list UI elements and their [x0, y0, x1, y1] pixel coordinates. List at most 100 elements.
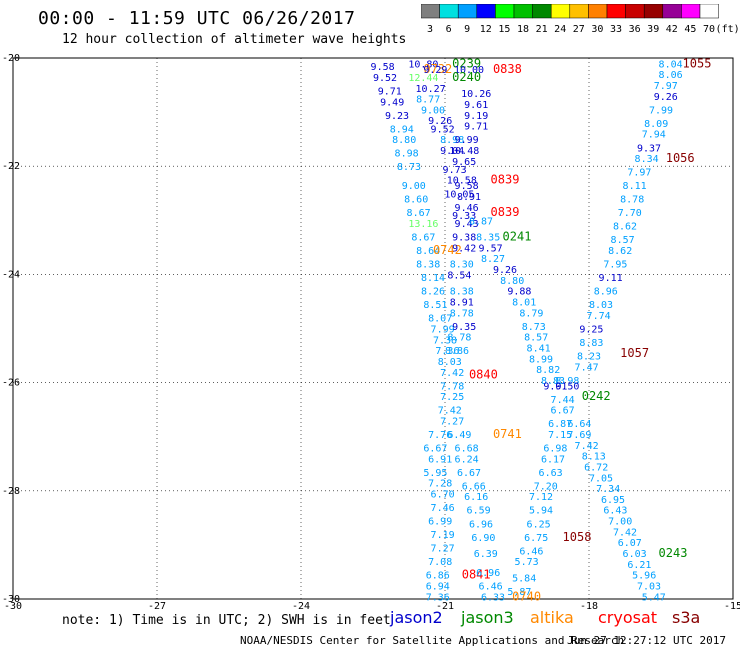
colorbar-label: 18 [517, 24, 529, 35]
wave-height-label: 8.82 [536, 365, 560, 376]
wave-height-label: 9.42 [452, 243, 476, 254]
wave-height-label: 6.67 [551, 406, 575, 417]
wave-height-label: 8.87 [469, 216, 493, 227]
wave-height-label: 6.17 [541, 454, 565, 465]
wave-height-label: 8.98 [395, 149, 419, 160]
wave-height-label: 8.57 [611, 235, 635, 246]
wave-height-label: 7.99 [431, 325, 455, 336]
wave-height-label: 7.74 [587, 311, 611, 322]
wave-height-label: 8.80 [392, 135, 416, 146]
pass-time-label: 0838 [493, 62, 522, 76]
wave-height-label: 7.27 [431, 544, 455, 555]
wave-height-label: 9.50 [555, 381, 579, 392]
pass-time-label: 0240 [452, 70, 481, 84]
colorbar-label: 15 [498, 24, 510, 35]
wave-height-label: 8.62 [613, 222, 637, 233]
wave-height-label: 6.70 [431, 490, 455, 501]
colorbar-label: (ft) [716, 24, 739, 35]
x-tick-label: -27 [148, 601, 166, 612]
wave-height-label: 9.19 [464, 111, 488, 122]
wave-height-label: 9.43 [455, 219, 479, 230]
wave-height-label: 6.63 [539, 468, 563, 479]
wave-height-label: 9.04 [440, 146, 464, 157]
wave-height-label: 9.61 [464, 100, 488, 111]
wave-height-label: 6.46 [479, 581, 503, 592]
wave-height-label: 8.27 [481, 254, 505, 265]
colorbar-label: 12 [480, 24, 492, 35]
wave-height-label: 9.73 [443, 165, 467, 176]
wave-height-label: 7.42 [575, 441, 599, 452]
wave-height-label: 9.38 [452, 233, 476, 244]
wave-height-label: 7.42 [440, 368, 464, 379]
wave-height-label: 8.83 [579, 338, 603, 349]
y-tick-label: -22 [2, 161, 20, 172]
wave-height-label: 7.36 [426, 592, 450, 603]
chart-title: 00:00 - 11:59 UTC 06/26/2017 [38, 8, 356, 29]
wave-height-label: 9.71 [464, 122, 488, 133]
pass-time-label: 1055 [683, 56, 712, 70]
wave-height-label: 10.58 [447, 176, 477, 187]
wave-height-label: 8.04 [659, 59, 683, 70]
wave-height-label: 8.96 [594, 287, 618, 298]
wave-height-label: 6.67 [423, 444, 447, 455]
wave-height-label: 6.95 [601, 495, 625, 506]
wave-height-label: 8.06 [659, 70, 683, 81]
pass-time-label: 1057 [620, 346, 649, 360]
colorbar-label: 70 [703, 24, 715, 35]
wave-height-label: 8.67 [411, 233, 435, 244]
wave-height-label: 6.64 [567, 419, 591, 430]
pass-time-label: 1056 [666, 151, 695, 165]
wave-height-label: 9.00 [402, 181, 426, 192]
colorbar-label: 9 [464, 24, 470, 35]
wave-height-label: 9.65 [452, 157, 476, 168]
wave-height-label: 7.97 [627, 168, 651, 179]
colorbar-label: 3 [427, 24, 433, 35]
colorbar-label: 21 [536, 24, 548, 35]
wave-height-label: 9.57 [479, 243, 503, 254]
y-tick-label: -28 [2, 486, 20, 497]
wave-height-label: 6.21 [627, 560, 651, 571]
wave-height-label: 6.75 [524, 533, 548, 544]
wave-height-label: 6.39 [474, 549, 498, 560]
y-tick-label: -30 [2, 594, 20, 605]
wave-height-label: 6.68 [455, 444, 479, 455]
wave-height-label: 10.80 [408, 59, 438, 70]
pass-time-label: 1058 [563, 530, 592, 544]
wave-height-label: 9.71 [378, 86, 402, 97]
wave-height-label: 7.08 [428, 557, 452, 568]
wave-height-label: 9.26 [428, 116, 452, 127]
wave-height-label: 7.12 [529, 492, 553, 503]
wave-height-label: 5.94 [529, 506, 553, 517]
wave-height-label: 9.26 [654, 92, 678, 103]
wave-height-label: 8.14 [421, 273, 445, 284]
wave-height-label: 7.27 [440, 416, 464, 427]
wave-height-label: 9.01 [543, 381, 567, 392]
wave-height-label: 8.07 [428, 314, 452, 325]
colorbar-label: 6 [446, 24, 452, 35]
pass-time-label: 0839 [491, 205, 520, 219]
colorbar-label: 27 [573, 24, 585, 35]
wave-height-label: 7.38 [433, 335, 457, 346]
wave-height-label: 7.99 [649, 105, 673, 116]
wave-height-label: 7.46 [431, 503, 455, 514]
wave-height-label: 9.23 [385, 111, 409, 122]
wave-height-label: 9.37 [637, 143, 661, 154]
wave-height-label: 10.05 [444, 189, 474, 200]
wave-height-label: 8.91 [457, 192, 481, 203]
wave-height-label: 8.60 [404, 195, 428, 206]
wave-height-label: 8.78 [450, 308, 474, 319]
colorbar-label: 42 [666, 24, 678, 35]
color-scale-legend: 3 6 9 12 15 18 21 24 27 30 33 36 39 42 45 70 (ft) [421, 4, 739, 35]
wave-height-label: 8.34 [635, 154, 659, 165]
wave-height-label: 8.99 [529, 354, 553, 365]
wave-height-label: 9.58 [371, 62, 395, 73]
wave-height-label: 5.73 [515, 557, 539, 568]
pass-time-label: 0242 [582, 389, 611, 403]
wave-height-label: 6.96 [469, 519, 493, 530]
wave-height-label: 7.28 [428, 479, 452, 490]
wave-height-label: 8.26 [421, 287, 445, 298]
wave-height-label: 8.30 [450, 260, 474, 271]
wave-height-label: 10.26 [461, 89, 491, 100]
pass-time-label: 0839 [491, 173, 520, 187]
